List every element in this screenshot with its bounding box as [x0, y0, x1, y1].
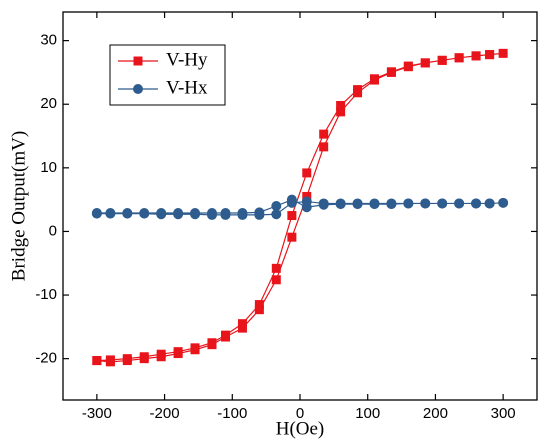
marker [254, 300, 264, 310]
marker [403, 61, 413, 71]
marker [471, 51, 481, 61]
marker [220, 207, 231, 218]
marker [122, 207, 133, 218]
x-tick-label: 300 [491, 405, 516, 422]
x-axis-label: H(Oe) [276, 418, 325, 439]
marker [206, 207, 217, 218]
x-tick-label: -100 [217, 405, 247, 422]
marker [352, 199, 363, 210]
marker [353, 85, 363, 95]
marker [221, 330, 231, 340]
marker [420, 58, 430, 68]
marker [319, 129, 329, 139]
legend-label: V-Hx [166, 77, 208, 98]
y-tick-label: 30 [40, 32, 57, 49]
marker [484, 198, 495, 209]
marker [91, 207, 102, 218]
marker [335, 199, 346, 210]
marker [286, 194, 297, 205]
marker [139, 207, 150, 218]
y-tick-label: 0 [49, 222, 57, 239]
marker [369, 74, 379, 84]
marker [92, 356, 102, 366]
marker [133, 56, 143, 66]
marker [271, 209, 282, 220]
marker [271, 275, 281, 285]
marker [471, 198, 482, 209]
y-tick-label: 10 [40, 159, 57, 176]
marker [207, 338, 217, 348]
marker [122, 354, 132, 364]
marker [454, 198, 465, 209]
marker [318, 199, 329, 210]
marker [105, 355, 115, 365]
marker [437, 198, 448, 209]
marker [319, 142, 329, 152]
marker [485, 50, 495, 60]
marker [498, 48, 508, 58]
legend-box [109, 44, 226, 106]
x-tick-label: 100 [355, 405, 380, 422]
legend-label: V-Hy [166, 49, 208, 70]
marker [190, 343, 200, 353]
marker [454, 53, 464, 63]
y-tick-label: 20 [40, 95, 57, 112]
marker [437, 55, 447, 65]
marker [254, 207, 265, 218]
y-tick-label: -10 [35, 286, 57, 303]
marker [139, 352, 149, 362]
marker [105, 207, 116, 218]
marker [133, 84, 143, 94]
marker [302, 168, 312, 178]
y-axis-label: Bridge Output(mV) [8, 131, 29, 281]
marker [369, 199, 380, 210]
x-tick-label: 200 [423, 405, 448, 422]
x-tick-label: -200 [150, 405, 180, 422]
marker [190, 207, 201, 218]
marker [498, 197, 509, 208]
marker [287, 211, 297, 221]
marker [271, 201, 282, 211]
marker [271, 263, 281, 273]
marker [403, 198, 414, 209]
marker [287, 232, 297, 242]
marker [173, 347, 183, 357]
marker [386, 199, 397, 210]
x-tick-label: -300 [82, 405, 112, 422]
marker [301, 202, 312, 213]
marker [237, 207, 248, 218]
y-tick-label: -20 [35, 350, 57, 367]
marker [420, 198, 431, 209]
marker [156, 207, 167, 218]
marker [386, 67, 396, 77]
x-tick-label: 0 [296, 405, 304, 422]
marker [336, 101, 346, 111]
marker [237, 319, 247, 329]
marker [173, 207, 184, 218]
marker [156, 349, 166, 359]
